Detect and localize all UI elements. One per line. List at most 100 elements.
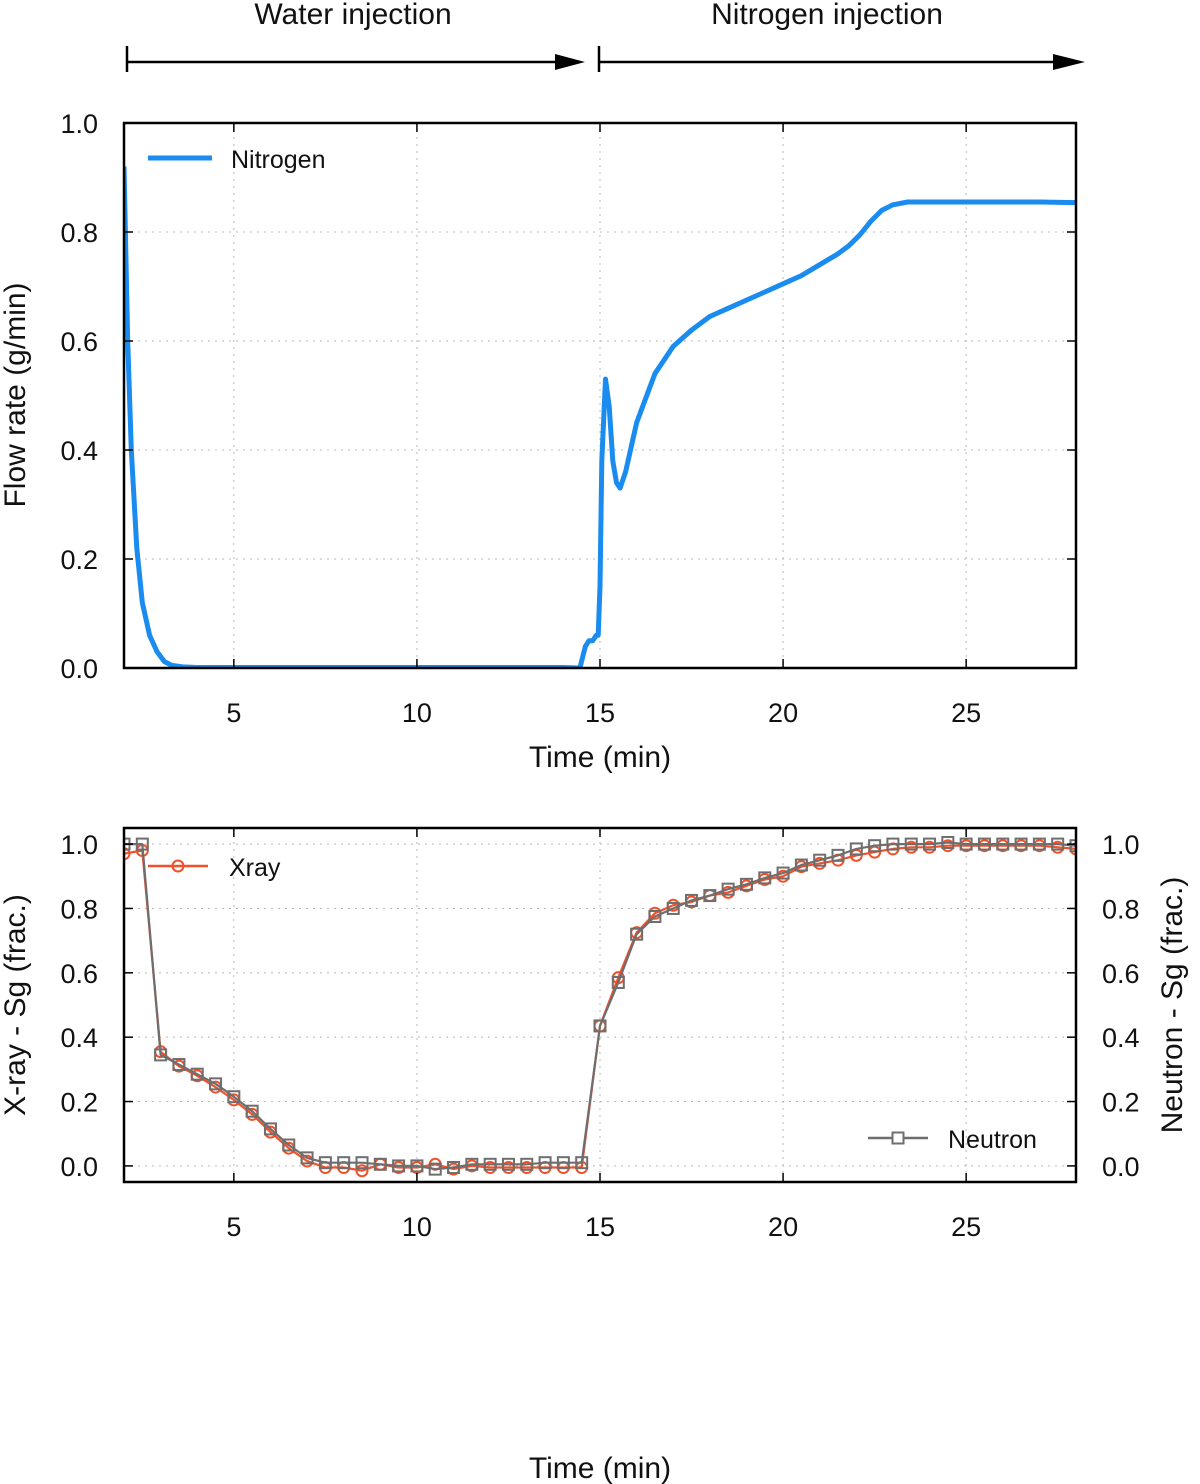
neutron-point (630, 927, 644, 941)
flow-rate-ticks (124, 122, 1076, 669)
neutron-point (318, 1156, 332, 1170)
saturation-x-tick-labels: 5 10 15 20 25 (226, 1212, 981, 1242)
neutron-point (355, 1156, 369, 1170)
neutron-point (520, 1157, 534, 1171)
x-tick-label: 15 (585, 698, 615, 728)
neutron-point (282, 1138, 296, 1152)
neutron-point (190, 1067, 204, 1081)
neutron-y-axis-label: Neutron - Sg (frac.) (1156, 877, 1189, 1134)
x-tick-label: 20 (768, 698, 798, 728)
neutron-point (849, 842, 863, 856)
saturation-x-axis-label: Time (min) (529, 1452, 671, 1484)
neutron-point (721, 882, 735, 896)
neutron-point (428, 1162, 442, 1176)
neutron-point (227, 1090, 241, 1104)
nitrogen-legend-label: Nitrogen (231, 146, 326, 174)
right-y-tick-label: 0.4 (1102, 1023, 1140, 1053)
neutron-point (703, 889, 717, 903)
x-tick-label: 10 (402, 1212, 432, 1242)
neutron-point (392, 1159, 406, 1173)
neutron-point (538, 1156, 552, 1170)
neutron-point (172, 1058, 186, 1072)
neutron-legend-marker (891, 1131, 905, 1145)
neutron-point (337, 1156, 351, 1170)
neutron-point (154, 1048, 168, 1062)
neutron-point (410, 1159, 424, 1173)
flow-rate-series (124, 166, 1076, 668)
y-tick-label: 1.0 (60, 109, 98, 139)
neutron-point (483, 1157, 497, 1171)
y-tick-label: 0.6 (60, 327, 98, 357)
x-tick-label: 25 (951, 1212, 981, 1242)
neutron-point (1014, 837, 1028, 851)
saturation-ticks (124, 828, 1076, 1182)
neutron-point (886, 837, 900, 851)
neutron-point (593, 1019, 607, 1033)
neutron-point (447, 1161, 461, 1175)
water-injection-arrowhead (555, 54, 585, 70)
neutron-point (758, 871, 772, 885)
flow-rate-y-axis-label: Flow rate (g/min) (0, 282, 32, 507)
neutron-point (1051, 837, 1065, 851)
flow-rate-x-tick-labels: 5 10 15 20 25 (226, 698, 981, 728)
neutron-point (868, 839, 882, 853)
saturation-left-y-tick-labels: 0.0 0.2 0.4 0.6 0.8 1.0 (60, 830, 98, 1182)
saturation-series (124, 835, 1076, 1178)
nitrogen-injection-arrowhead (1053, 54, 1085, 70)
xray-y-axis-label: X-ray - Sg (frac.) (0, 894, 32, 1116)
neutron-point (977, 837, 991, 851)
flow-rate-y-tick-labels: 0.0 0.2 0.4 0.6 0.8 1.0 (60, 109, 98, 684)
neutron-point (263, 1122, 277, 1136)
flow-rate-chart: 5 10 15 20 25 0.00.20.40.60.81.0 Time (min) … (0, 109, 1078, 774)
x-tick-label: 5 (226, 698, 241, 728)
neutron-point (465, 1157, 479, 1171)
right-y-tick-label: 0.6 (1102, 959, 1140, 989)
neutron-point (739, 877, 753, 891)
right-y-tick-label: 0.8 (1102, 894, 1140, 924)
neutron-point (831, 848, 845, 862)
y-tick-label: 0.8 (60, 218, 98, 248)
xray-point (124, 847, 131, 861)
xray-series-line (124, 844, 1076, 1172)
neutron-point (209, 1077, 223, 1091)
neutron-point (685, 893, 699, 907)
phase-banner: Water injection Nitrogen injection (125, 0, 1085, 72)
neutron-legend-label: Neutron (948, 1126, 1037, 1154)
saturation-grid (124, 828, 1076, 1182)
xray-legend-label: Xray (229, 854, 281, 882)
nitrogen-series-line (124, 166, 1076, 668)
y-tick-label: 0.0 (60, 654, 98, 684)
neutron-point (776, 866, 790, 880)
neutron-point (666, 901, 680, 915)
y-tick-label: 0.2 (60, 545, 98, 575)
saturation-right-y-tick-labels: 0.0 0.2 0.4 0.6 0.8 1.0 (1102, 830, 1140, 1182)
neutron-point (959, 837, 973, 851)
neutron-point (941, 835, 955, 849)
neutron-point (648, 910, 662, 923)
saturation-chart: 5 10 15 20 25 0.00.20.40.60.81.0 0.00.20.40.… (0, 826, 1189, 1484)
right-y-tick-label: 0.2 (1102, 1088, 1140, 1118)
neutron-legend: Neutron (868, 1126, 1037, 1154)
neutron-point (501, 1157, 515, 1171)
neutron-point (904, 837, 918, 851)
flow-rate-legend: Nitrogen (148, 146, 326, 174)
neutron-point (135, 837, 149, 851)
nitrogen-injection-label: Nitrogen injection (711, 0, 943, 31)
neutron-point (1069, 839, 1076, 853)
neutron-point (300, 1151, 314, 1165)
neutron-point (373, 1157, 387, 1171)
neutron-point (245, 1104, 259, 1118)
neutron-point (1032, 837, 1046, 851)
y-tick-label: 1.0 (60, 830, 98, 860)
x-tick-label: 20 (768, 1212, 798, 1242)
x-tick-label: 10 (402, 698, 432, 728)
y-tick-label: 0.2 (60, 1088, 98, 1118)
neutron-point (794, 858, 808, 872)
flow-rate-x-axis-label: Time (min) (529, 741, 671, 774)
water-injection-label: Water injection (254, 0, 451, 31)
neutron-point (813, 853, 827, 867)
xray-point (355, 1164, 369, 1178)
neutron-point (923, 837, 937, 851)
xray-legend-marker (171, 859, 185, 873)
